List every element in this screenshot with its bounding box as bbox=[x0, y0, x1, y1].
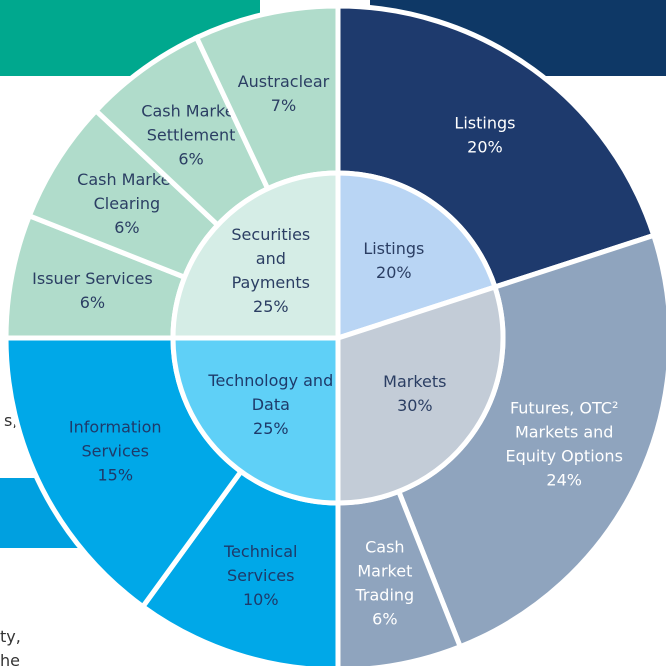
value-label: 6% bbox=[114, 218, 139, 237]
segment-label: Technology and Data bbox=[207, 371, 333, 414]
segment-label: Issuer Services bbox=[32, 269, 153, 288]
text-fragment: ty, bbox=[0, 627, 21, 646]
segment-label: Listings bbox=[363, 239, 424, 258]
segment-label: Futures, OTC² Markets and Equity Options bbox=[505, 398, 622, 465]
segment-label: Information Services bbox=[69, 417, 162, 460]
segment-label: Austraclear bbox=[238, 72, 330, 91]
value-label: 30% bbox=[397, 396, 433, 415]
value-label: 24% bbox=[546, 470, 582, 489]
segment-label: Technical Services bbox=[223, 542, 297, 585]
segment bbox=[335, 283, 506, 506]
value-label: 10% bbox=[243, 590, 279, 609]
segment-label: Cash Market Settlement bbox=[141, 102, 241, 145]
value-label: 25% bbox=[253, 297, 289, 316]
value-label: 20% bbox=[376, 263, 412, 282]
segment bbox=[170, 170, 341, 341]
segment bbox=[335, 170, 499, 342]
segment bbox=[170, 335, 341, 506]
value-label: 6% bbox=[178, 150, 203, 169]
segment-label: Listings bbox=[454, 114, 515, 133]
segment-label: Cash Market Trading bbox=[354, 538, 414, 605]
value-label: 15% bbox=[97, 465, 133, 484]
value-label: 6% bbox=[80, 293, 105, 312]
value-label: 7% bbox=[271, 96, 296, 115]
value-label: 20% bbox=[467, 138, 503, 157]
value-label: 25% bbox=[253, 419, 289, 438]
text-fragment: he bbox=[0, 651, 20, 666]
segment-label: Securities and Payments bbox=[231, 225, 310, 292]
segment-label: Cash Market Clearing bbox=[77, 170, 177, 213]
value-label: 6% bbox=[372, 610, 397, 629]
segment-label: Markets bbox=[383, 372, 446, 391]
